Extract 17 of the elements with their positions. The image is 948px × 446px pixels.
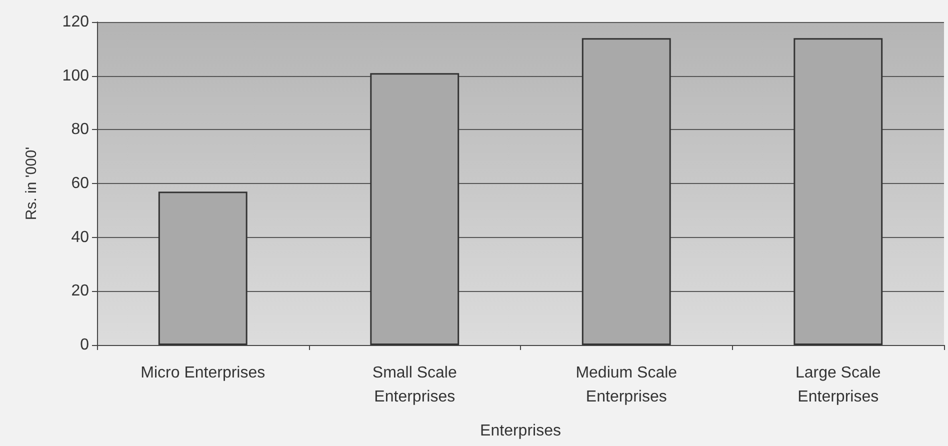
bar bbox=[158, 192, 248, 345]
x-axis-title: Enterprises bbox=[480, 422, 561, 440]
y-axis-title: Rs. in '000' bbox=[23, 146, 40, 220]
y-tick-label: 0 bbox=[80, 336, 90, 354]
y-tick-label: 120 bbox=[62, 14, 90, 30]
x-tick-label: Micro Enterprises bbox=[140, 364, 266, 382]
x-tick-label: Large Scale Enterprises bbox=[795, 364, 881, 406]
bar bbox=[582, 38, 671, 345]
x-tick-label: Small Scale Enterprises bbox=[372, 364, 457, 406]
y-tick-label: 40 bbox=[71, 228, 90, 246]
x-tick-label: Medium Scale Enterprises bbox=[576, 364, 678, 406]
y-tick-label: 20 bbox=[71, 282, 90, 300]
bar bbox=[370, 73, 460, 345]
y-tick-label: 60 bbox=[71, 175, 90, 192]
y-tick-label: 80 bbox=[71, 121, 90, 138]
y-tick-label: 100 bbox=[62, 67, 90, 84]
bar bbox=[794, 38, 883, 345]
